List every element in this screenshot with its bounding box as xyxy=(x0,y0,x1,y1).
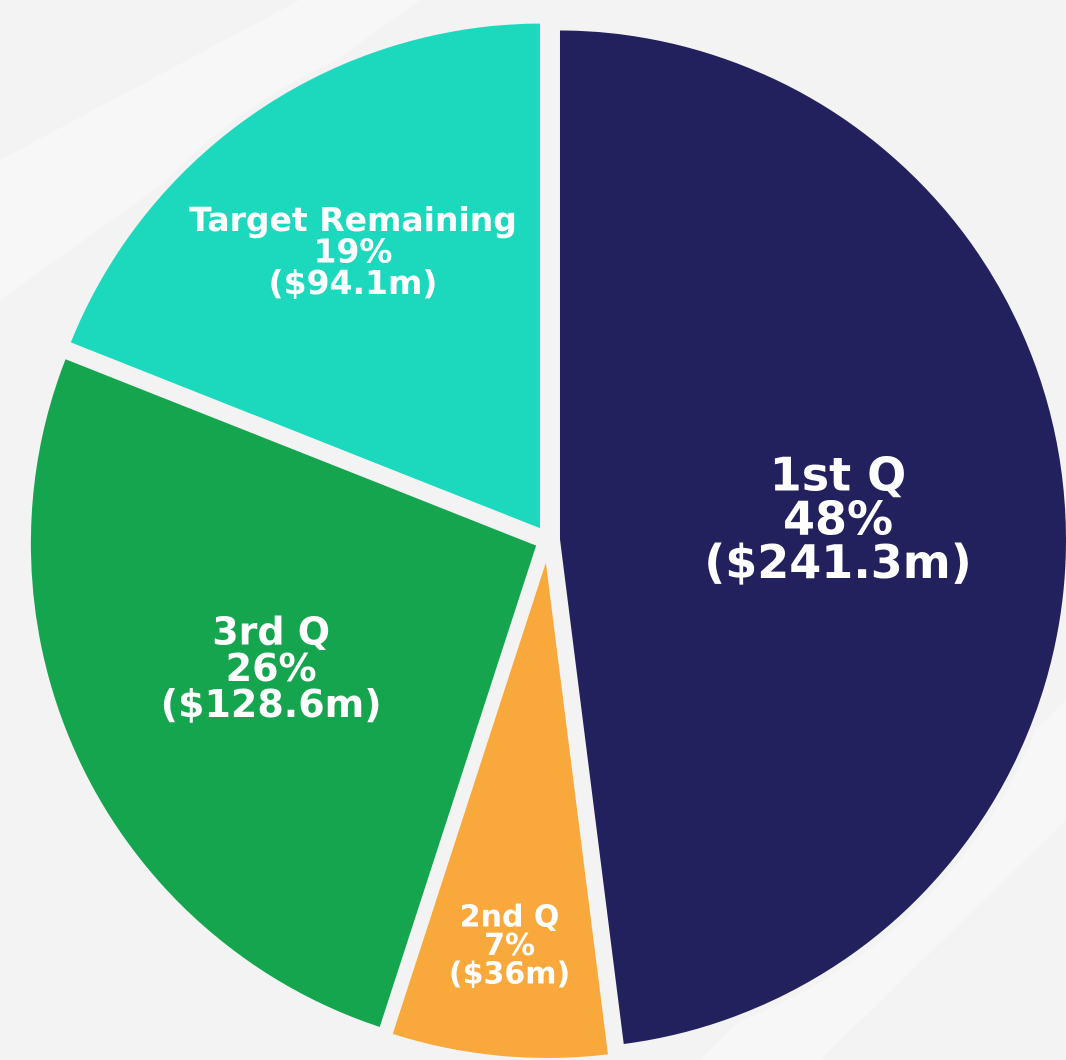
slice-label: 1st Q48%($241.3m) xyxy=(704,448,972,589)
slice-label: 2nd Q7%($36m) xyxy=(449,900,570,992)
slice-percent: 26% xyxy=(226,646,317,690)
slice-amount: ($36m) xyxy=(449,957,570,992)
slice-percent: 19% xyxy=(314,232,393,271)
slice-percent: 48% xyxy=(783,491,893,545)
slice-label: 3rd Q26%($128.6m) xyxy=(161,610,382,726)
pie-slice xyxy=(63,17,546,537)
slice-category: 3rd Q xyxy=(212,610,330,654)
pie-slice xyxy=(24,351,544,1035)
slice-category: 1st Q xyxy=(770,448,907,502)
pie-slice xyxy=(385,548,615,1060)
slice-amount: ($94.1m) xyxy=(269,263,438,302)
slice-percent: 7% xyxy=(484,928,535,963)
pie-slice xyxy=(553,24,1066,1051)
slice-amount: ($128.6m) xyxy=(161,682,382,726)
slice-category: 2nd Q xyxy=(460,900,560,935)
slice-category: Target Remaining xyxy=(189,200,517,239)
slice-amount: ($241.3m) xyxy=(704,535,972,589)
